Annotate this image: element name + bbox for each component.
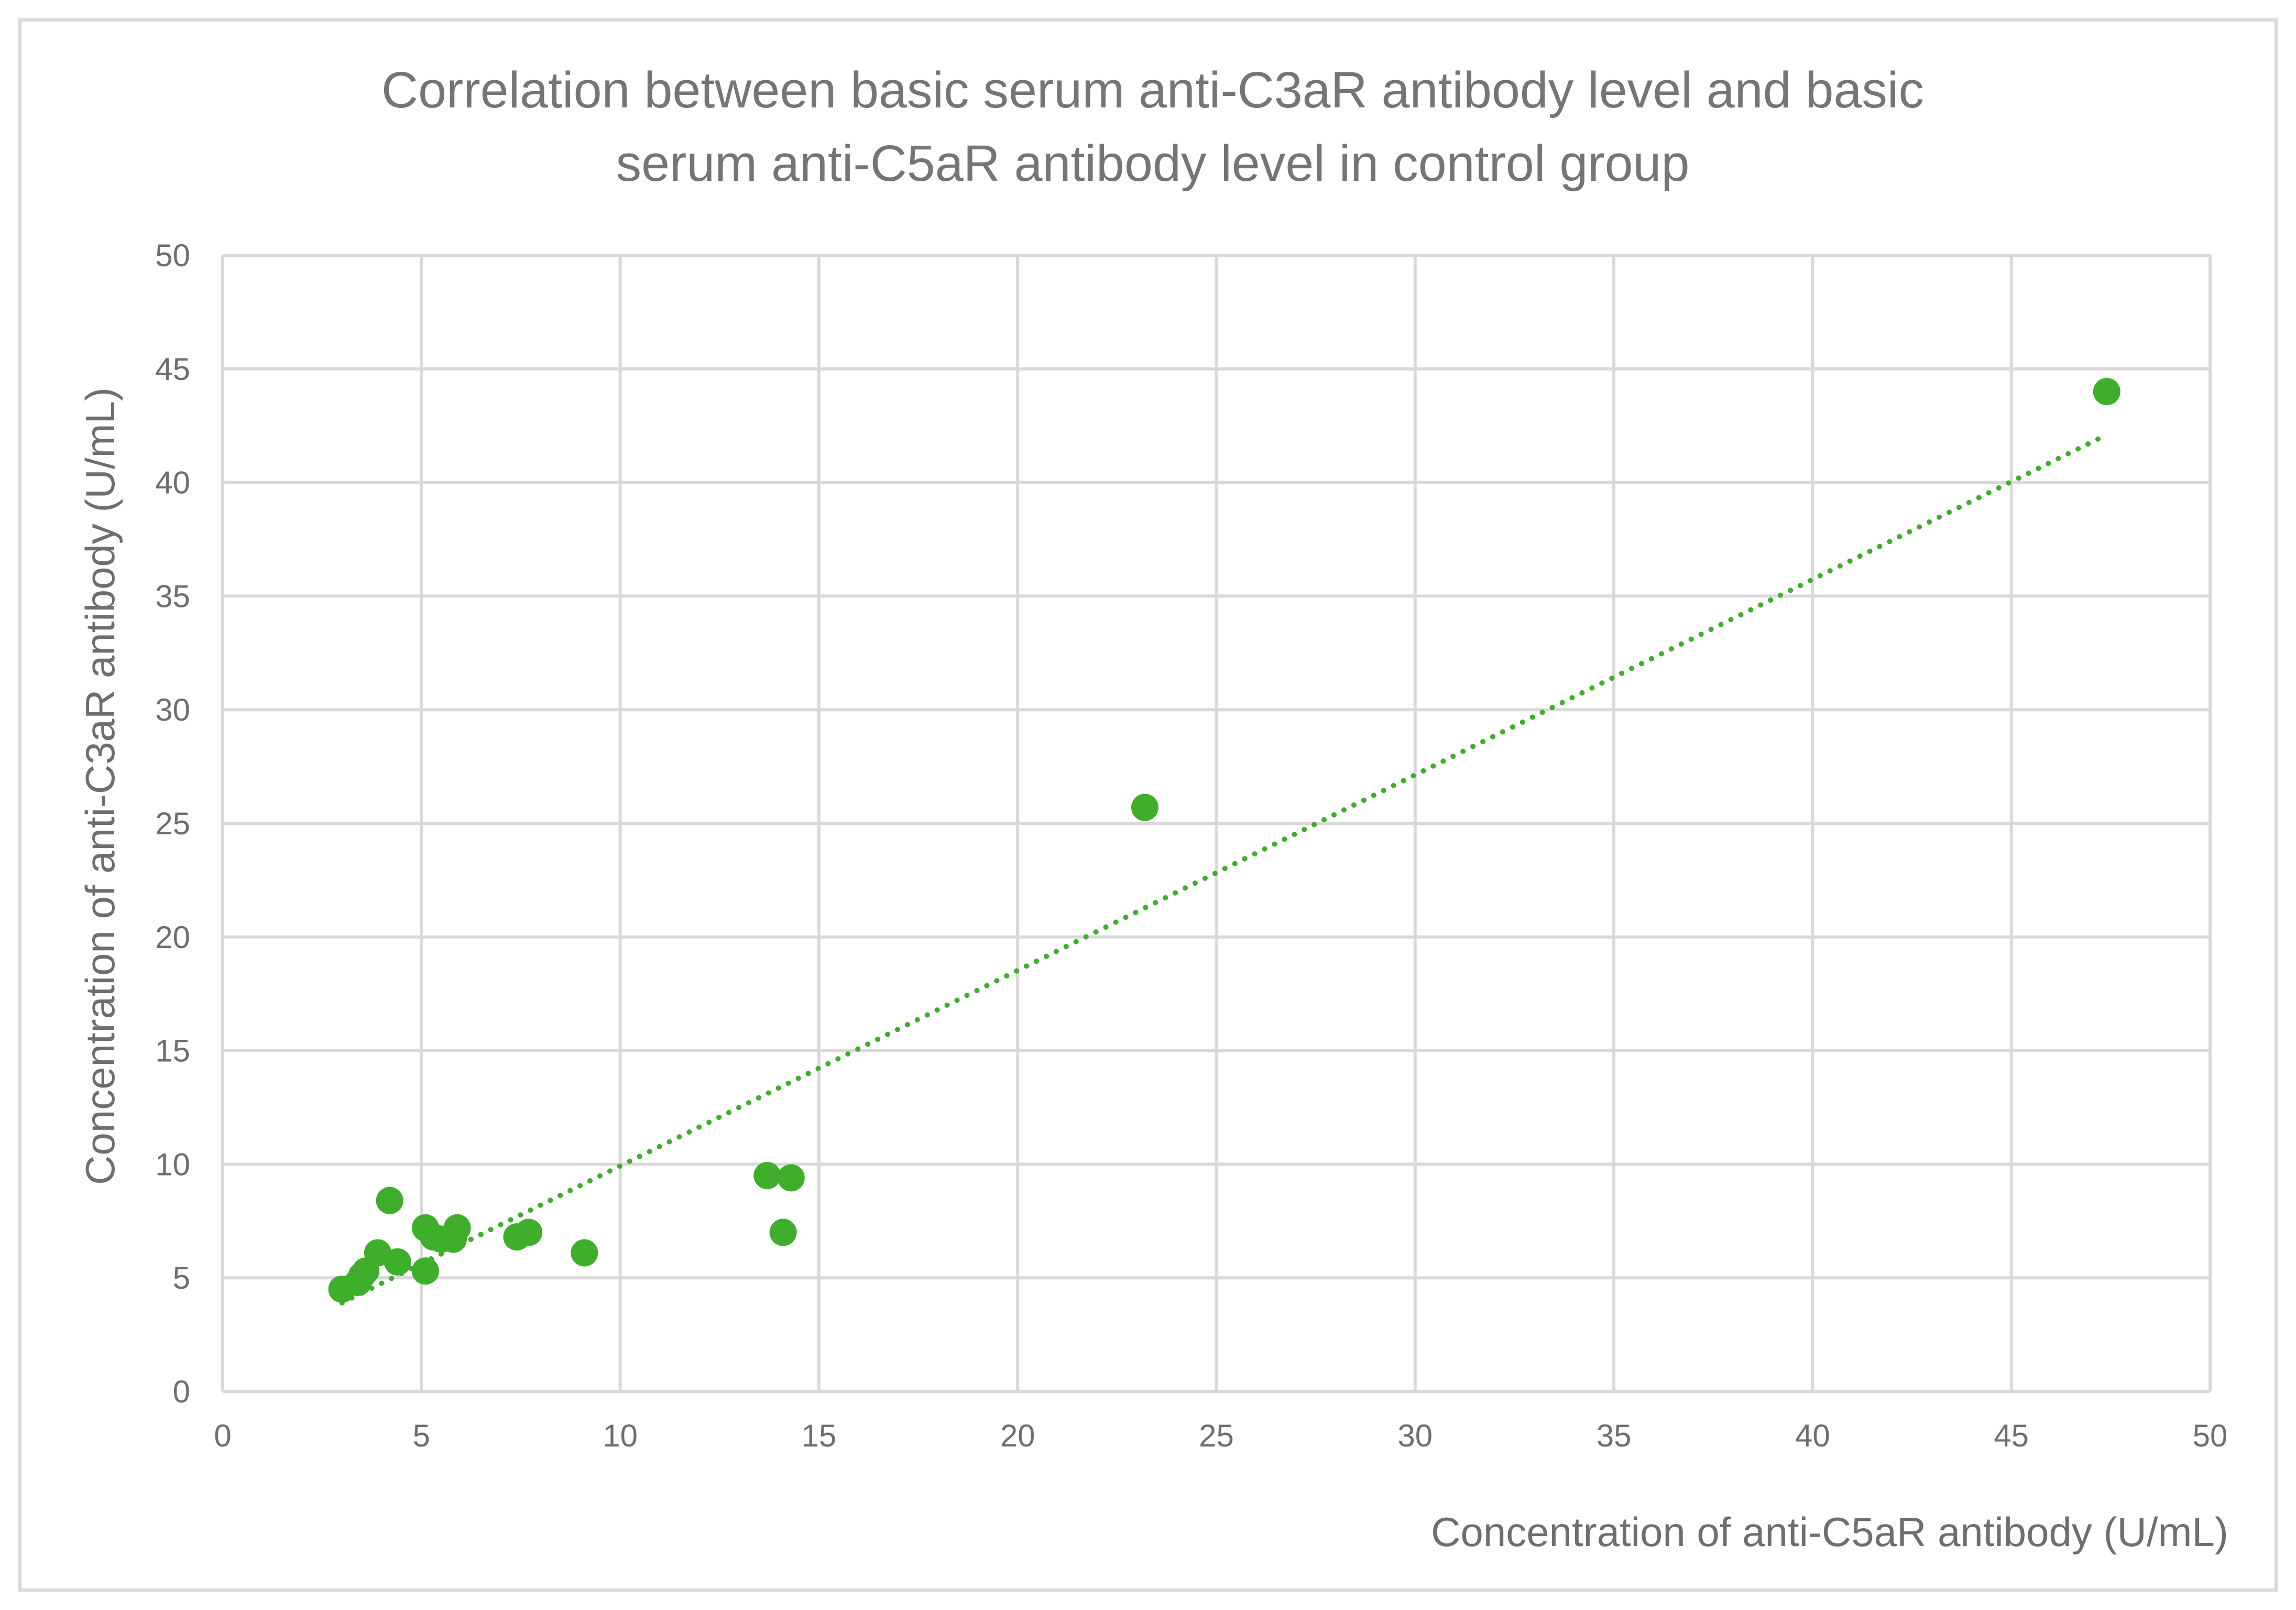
chart-border — [18, 18, 2278, 1592]
data-point — [753, 1162, 781, 1190]
x-tick-label: 0 — [214, 1418, 231, 1453]
trendline — [339, 432, 2109, 1306]
x-tick-label: 50 — [2193, 1418, 2228, 1453]
x-axis-tick-labels: 0 5 10 15 20 25 30 35 40 45 50 — [214, 1418, 2227, 1453]
data-point — [1131, 793, 1158, 821]
chart-title-line-2: serum anti-C5aR antibody level in contro… — [616, 135, 1690, 192]
data-point — [571, 1239, 598, 1267]
x-tick-label: 35 — [1597, 1418, 1632, 1453]
y-tick-label: 35 — [155, 579, 190, 614]
x-tick-label: 30 — [1397, 1418, 1433, 1453]
x-tick-label: 45 — [1994, 1418, 2029, 1453]
y-tick-label: 0 — [173, 1374, 190, 1409]
x-axis-title: Concentration of anti-C5aR antibody (U/m… — [1431, 1509, 2228, 1555]
x-tick-label: 20 — [1000, 1418, 1035, 1453]
x-tick-label: 5 — [413, 1418, 430, 1453]
y-tick-label: 25 — [155, 806, 190, 841]
data-point — [515, 1219, 543, 1246]
y-tick-label: 30 — [155, 692, 190, 727]
x-tick-label: 40 — [1795, 1418, 1830, 1453]
y-tick-label: 45 — [155, 352, 190, 387]
gridlines — [221, 254, 2212, 1393]
x-tick-label: 15 — [802, 1418, 837, 1453]
y-tick-label: 20 — [155, 920, 190, 955]
data-point — [443, 1214, 471, 1242]
y-tick-label: 5 — [173, 1260, 190, 1296]
data-point — [376, 1187, 403, 1214]
y-tick-label: 10 — [155, 1147, 190, 1182]
data-point — [2093, 378, 2120, 406]
data-point — [777, 1164, 805, 1192]
x-tick-label: 25 — [1199, 1418, 1234, 1453]
data-points — [328, 378, 2120, 1303]
x-tick-label: 10 — [603, 1418, 638, 1453]
y-axis-title: Concentration of anti-C3aR antibody (U/m… — [77, 387, 123, 1185]
y-tick-label: 50 — [155, 238, 190, 273]
data-point — [384, 1248, 411, 1276]
chart-title-line-1: Correlation between basic serum anti-C3a… — [381, 61, 1924, 118]
trendline-group — [339, 432, 2109, 1306]
data-point — [769, 1219, 797, 1246]
y-tick-label: 15 — [155, 1034, 190, 1069]
y-axis-tick-labels: 0 5 10 15 20 25 30 35 40 45 50 — [155, 238, 190, 1409]
data-point — [411, 1257, 439, 1285]
y-tick-label: 40 — [155, 465, 190, 501]
